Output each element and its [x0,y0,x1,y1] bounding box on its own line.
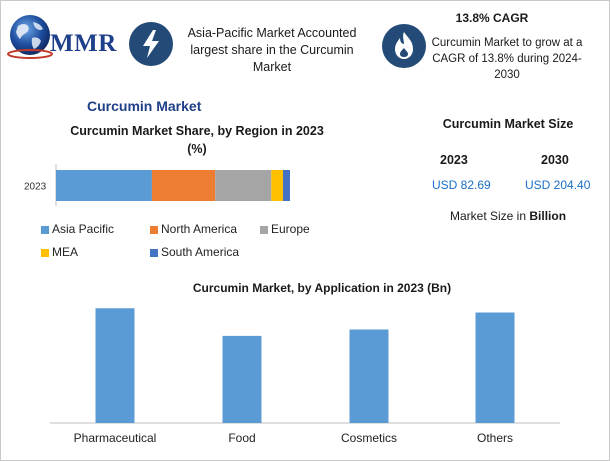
legend-swatch [150,248,158,257]
app-bar-pharmaceutical [95,308,135,423]
size-2030-value: USD 204.40 [525,178,591,192]
app-category-label: Cosmetics [341,431,397,445]
globe-icon [7,15,53,59]
legend-swatch [41,225,49,234]
application-chart-title: Curcumin Market, by Application in 2023 … [192,281,452,295]
market-size-title: Curcumin Market Size [442,117,574,131]
lightning-bolt-icon [143,30,159,58]
legend-item-europe: Europe [260,222,310,236]
mmr-logo: MMR [6,10,116,62]
legend-item-north-america: North America [150,222,237,236]
size-2023-value: USD 82.69 [432,178,491,192]
legend-swatch [260,225,268,234]
legend-item-asia-pacific: Asia Pacific [41,222,114,236]
year-2030-label: 2030 [541,153,569,167]
legend-swatch [41,248,49,257]
flame-badge [382,24,426,68]
app-bar-cosmetics [349,329,389,423]
asia-pacific-highlight: Asia-Pacific Market Accounted largest sh… [187,26,357,74]
logo-text: MMR [50,30,117,57]
app-category-label: Others [477,431,513,445]
cagr-description: Curcumin Market to grow at a CAGR of 13.… [431,37,583,81]
region-share-chart: 2023 [24,164,290,206]
app-bar-food [222,335,262,423]
lightning-badge [129,22,173,66]
share-category-label: 2023 [24,182,47,193]
app-category-label: Pharmaceutical [74,431,157,445]
legend-swatch [150,225,158,234]
market-size-unit: Market Size in Billion [450,209,567,223]
app-category-label: Food [228,431,255,445]
flame-icon [395,32,413,59]
share-bar-europe [215,170,272,201]
legend-item-mea: MEA [41,245,78,259]
share-bar-asia-pacific [56,170,152,201]
section-title: Curcumin Market [87,98,202,114]
year-2023-label: 2023 [440,153,468,167]
share-bar-mea [271,170,283,201]
share-chart-title: Curcumin Market Share, by Region in 2023… [70,124,324,156]
share-bar-north-america [151,170,216,201]
application-bar-chart: Pharmaceutical Food Cosmetics Others [50,308,560,445]
cagr-title: 13.8% CAGR [455,11,529,25]
app-bar-others [475,312,515,423]
legend-item-south-america: South America [150,245,239,259]
share-bar-south-america [282,170,290,201]
